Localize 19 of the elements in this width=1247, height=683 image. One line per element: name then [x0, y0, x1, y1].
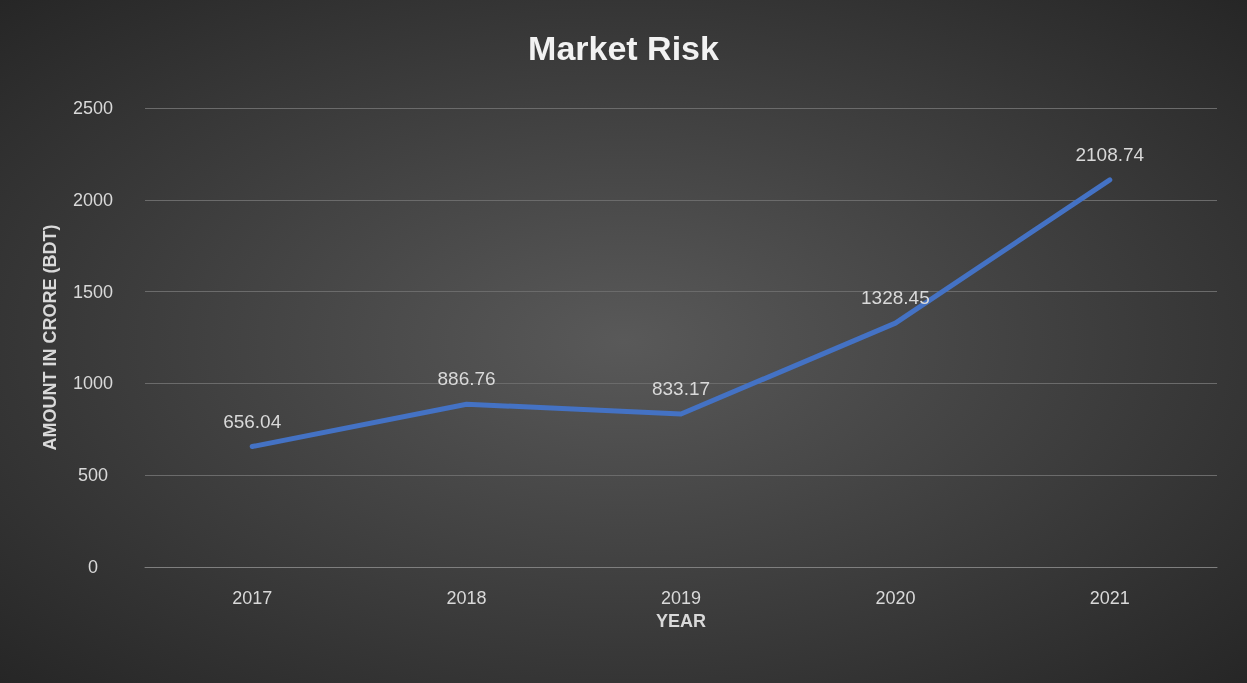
- data-label: 886.76: [437, 368, 496, 390]
- y-tick-label: 2500: [72, 98, 114, 118]
- data-label: 656.04: [223, 410, 282, 432]
- data-label: 1328.45: [861, 287, 930, 309]
- y-tick-label: 1500: [72, 281, 114, 302]
- x-tick-label: 2018: [446, 588, 487, 608]
- chart-title: Market Risk: [528, 29, 720, 67]
- y-tick-label: 1000: [72, 373, 114, 394]
- x-tick-label: 2019: [660, 588, 702, 608]
- y-tick-label: 500: [77, 465, 109, 486]
- x-tick-label: 2021: [1089, 588, 1130, 608]
- y-tick-label: 0: [87, 557, 99, 577]
- x-axis-title: YEAR: [655, 610, 707, 631]
- y-axis-title: AMOUNT IN CRORE (BDT): [40, 224, 60, 451]
- x-tick-label: 2017: [232, 588, 273, 608]
- y-tick-label: 2000: [72, 189, 114, 210]
- data-label: 2108.74: [1075, 143, 1145, 165]
- x-tick-label: 2020: [875, 588, 916, 608]
- data-label: 833.17: [651, 378, 711, 400]
